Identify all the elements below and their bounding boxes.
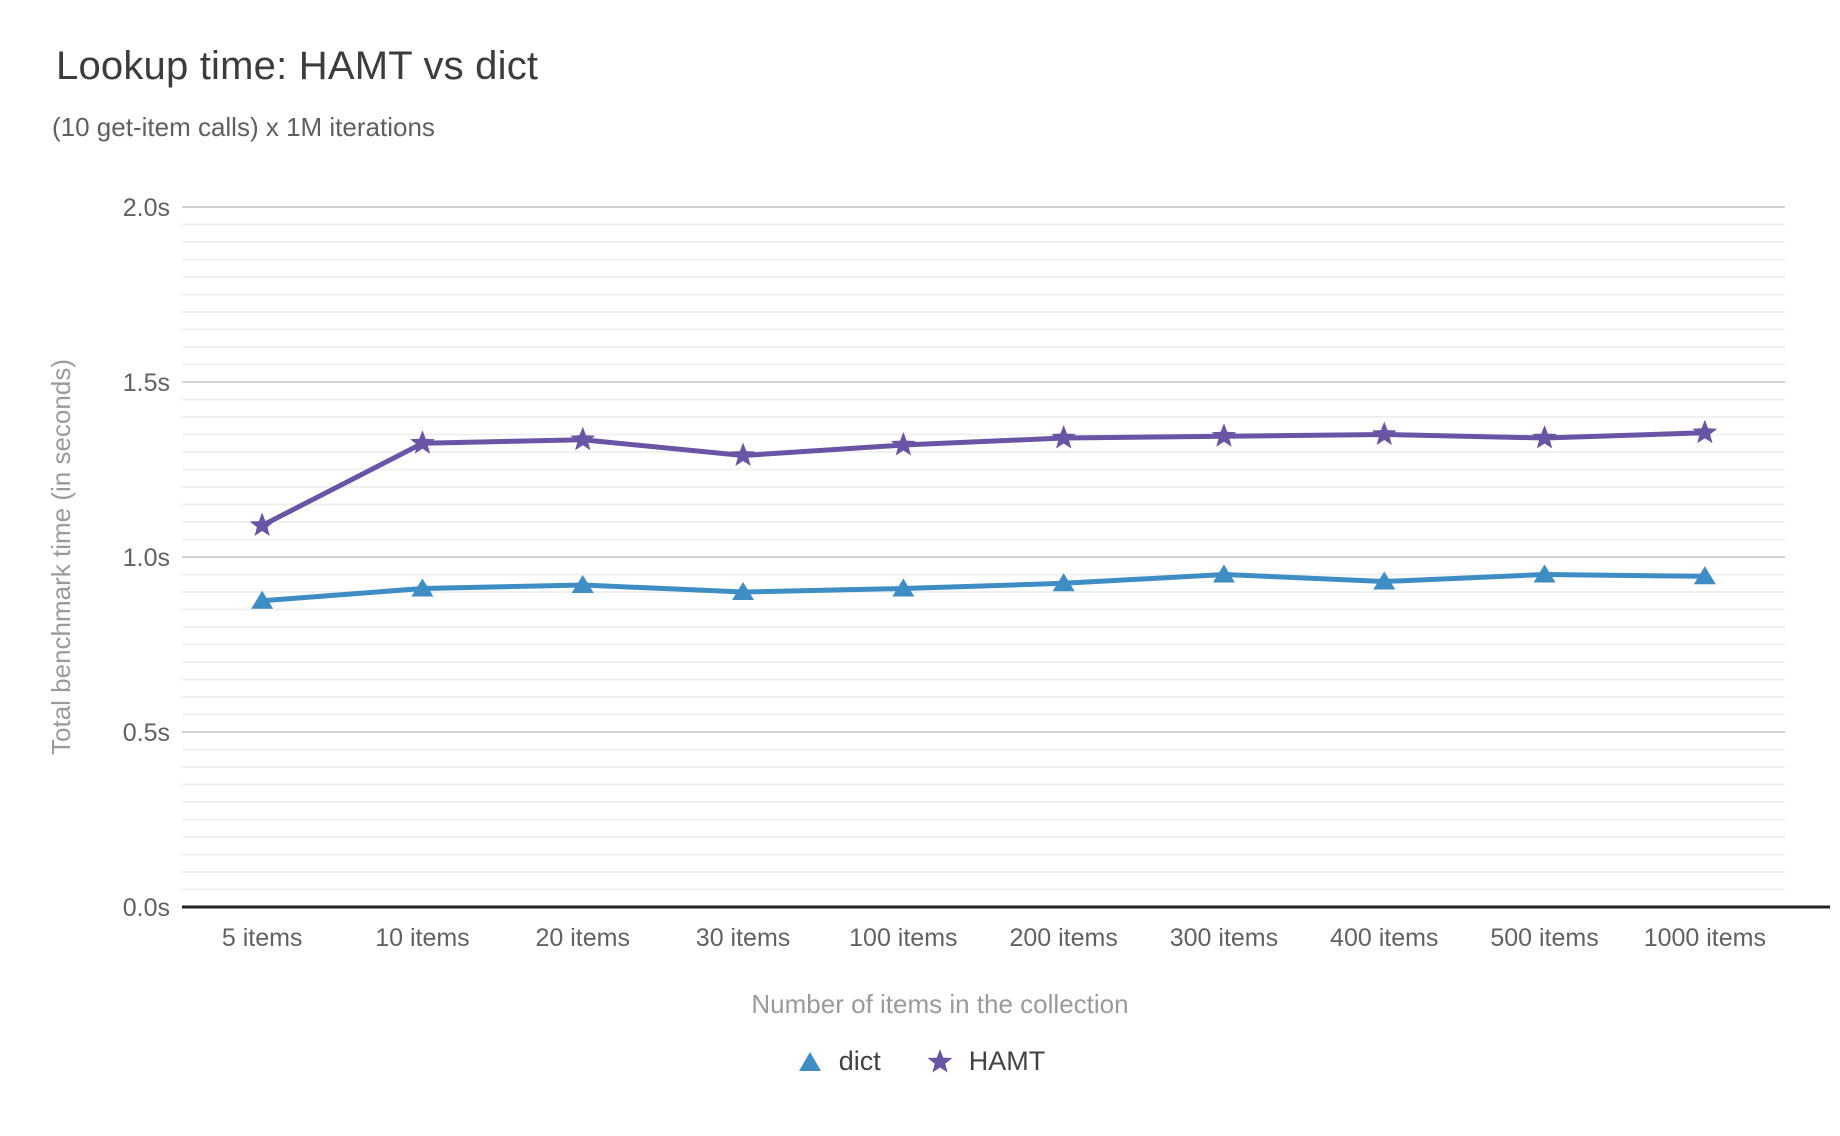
legend-label-dict: dict [838, 1046, 881, 1076]
star-marker-HAMT [891, 432, 916, 456]
triangle-marker-dict [1212, 564, 1235, 583]
y-tick-label: 2.0s [123, 194, 170, 222]
star-marker-HAMT [570, 426, 596, 451]
triangle-marker-dict [732, 582, 755, 600]
y-tick-label: 0.5s [123, 719, 170, 747]
legend-item-HAMT[interactable]: HAMT [925, 1046, 1046, 1077]
star-marker-HAMT [730, 442, 756, 466]
y-tick-label: 1.5s [123, 369, 170, 397]
x-axis-title: Number of items in the collection [751, 989, 1128, 1019]
x-tick-label: 20 items [536, 924, 630, 952]
series-line-HAMT [259, 430, 1708, 528]
triangle-marker-icon [798, 1051, 821, 1071]
series-line-dict [259, 572, 1708, 604]
x-tick-label: 100 items [849, 924, 957, 952]
x-tick-label: 200 items [1009, 924, 1117, 952]
minor-gridlines [182, 223, 1785, 891]
y-axis-title: Total benchmark time (in seconds) [46, 359, 76, 755]
triangle-marker-dict [1052, 573, 1075, 592]
series-markers-dict [251, 564, 1716, 609]
y-tick-label: 0.0s [123, 894, 170, 922]
triangle-marker-dict [1693, 566, 1716, 585]
legend: dict HAMT [0, 1046, 1840, 1077]
triangle-marker-dict [571, 575, 594, 593]
legend-label-HAMT: HAMT [968, 1046, 1046, 1076]
x-tick-label: 400 items [1330, 924, 1438, 952]
x-tick-label: 300 items [1170, 924, 1278, 952]
major-gridlines [182, 206, 1785, 733]
x-tick-label: 10 items [375, 924, 469, 952]
star-marker-HAMT [1371, 421, 1397, 445]
star-marker-HAMT [1692, 419, 1718, 444]
x-tick-label: 500 items [1490, 924, 1598, 952]
star-marker-icon [927, 1048, 953, 1072]
star-marker-HAMT [410, 430, 435, 454]
triangle-marker-dict [1373, 571, 1396, 590]
star-marker-HAMT [1532, 425, 1557, 449]
star-marker-HAMT [1051, 425, 1076, 449]
triangle-marker-dict [892, 578, 915, 597]
legend-item-dict[interactable]: dict [795, 1046, 881, 1077]
star-marker-HAMT [1211, 423, 1237, 447]
chart-title: Lookup time: HAMT vs dict [56, 44, 539, 88]
x-tick-label: 1000 items [1644, 924, 1766, 952]
star-marker-HAMT [249, 512, 275, 536]
triangle-marker-dict [251, 590, 274, 609]
chart-subtitle: (10 get-item calls) x 1M iterations [52, 112, 435, 142]
triangle-marker-dict [411, 578, 434, 597]
y-tick-label: 1.0s [123, 544, 170, 572]
x-tick-label: 5 items [222, 924, 303, 952]
x-tick-label: 30 items [696, 924, 790, 952]
series-markers-HAMT [249, 419, 1718, 536]
triangle-marker-dict [1533, 564, 1556, 583]
